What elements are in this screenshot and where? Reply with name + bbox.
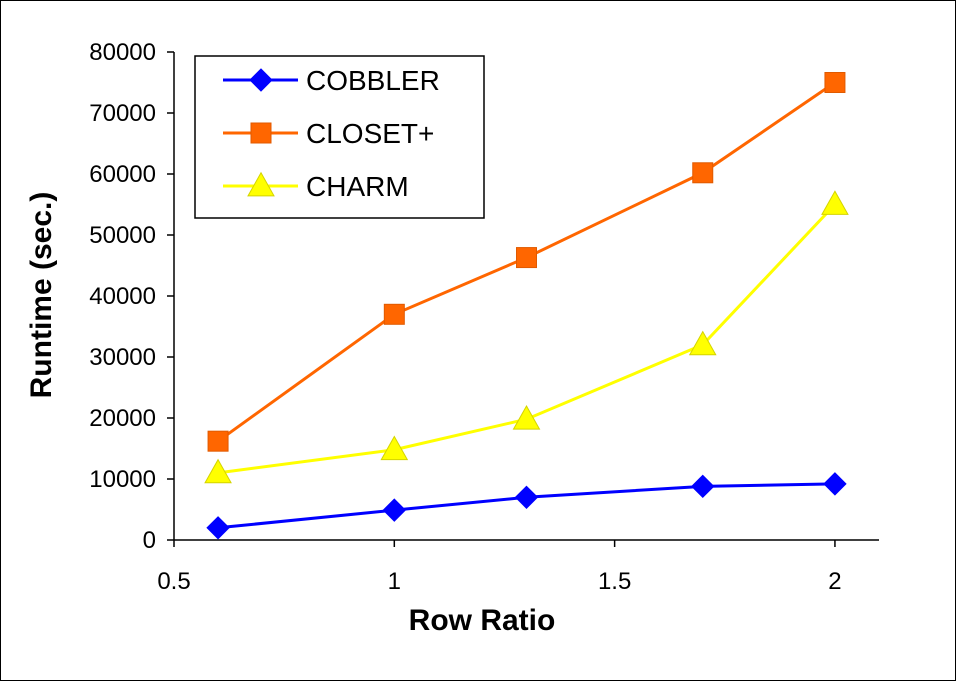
y-tick-label: 50000 <box>89 222 156 249</box>
tick-labels: 0 10000 20000 30000 40000 50000 60000 70000 8000… <box>89 39 841 595</box>
legend-marker-closet <box>250 122 272 144</box>
x-tick-label: 1.5 <box>598 568 631 595</box>
data-point-closet <box>207 430 229 452</box>
data-point-closet <box>516 247 537 269</box>
x-tick-label: 2 <box>828 568 841 595</box>
legend: COBBLER CLOSET+ CHARM <box>194 55 485 219</box>
series-charm <box>204 190 849 484</box>
y-tick-label: 70000 <box>89 100 156 127</box>
legend-label-closet: CLOSET+ <box>306 118 434 149</box>
data-point-cobbler <box>823 472 847 496</box>
data-point-cobbler <box>691 474 715 499</box>
series-group <box>204 72 849 540</box>
legend-box <box>194 55 485 219</box>
legend-marker-charm <box>247 171 275 197</box>
y-tick-label: 20000 <box>89 405 156 432</box>
data-point-closet <box>692 162 714 184</box>
legend-marker-cobbler <box>249 68 273 92</box>
series-closet <box>207 72 846 452</box>
legend-label-cobbler: COBBLER <box>306 65 440 96</box>
data-point-charm <box>821 190 849 215</box>
data-point-charm <box>688 330 717 356</box>
data-point-charm <box>380 435 409 461</box>
y-tick-label: 30000 <box>89 344 156 371</box>
data-point-cobbler <box>206 516 230 540</box>
y-tick-label: 80000 <box>89 39 156 66</box>
x-tick-label: 1 <box>388 568 401 595</box>
legend-label-charm: CHARM <box>306 171 409 202</box>
data-point-cobbler <box>382 498 407 522</box>
y-tick-label: 0 <box>143 527 156 554</box>
x-axis-title: Row Ratio <box>409 604 556 637</box>
data-point-charm <box>204 458 232 484</box>
data-point-closet <box>824 72 846 93</box>
y-tick-label: 60000 <box>89 161 156 188</box>
y-axis-title: Runtime (sec.) <box>25 192 58 399</box>
series-cobbler <box>206 472 847 540</box>
x-tick-label: 0.5 <box>157 568 190 595</box>
data-point-closet <box>383 303 405 325</box>
y-tick-label: 40000 <box>89 283 156 310</box>
data-point-charm <box>512 405 541 430</box>
y-tick-label: 10000 <box>89 466 156 493</box>
data-point-cobbler <box>514 485 539 510</box>
series-line-charm <box>217 203 837 475</box>
